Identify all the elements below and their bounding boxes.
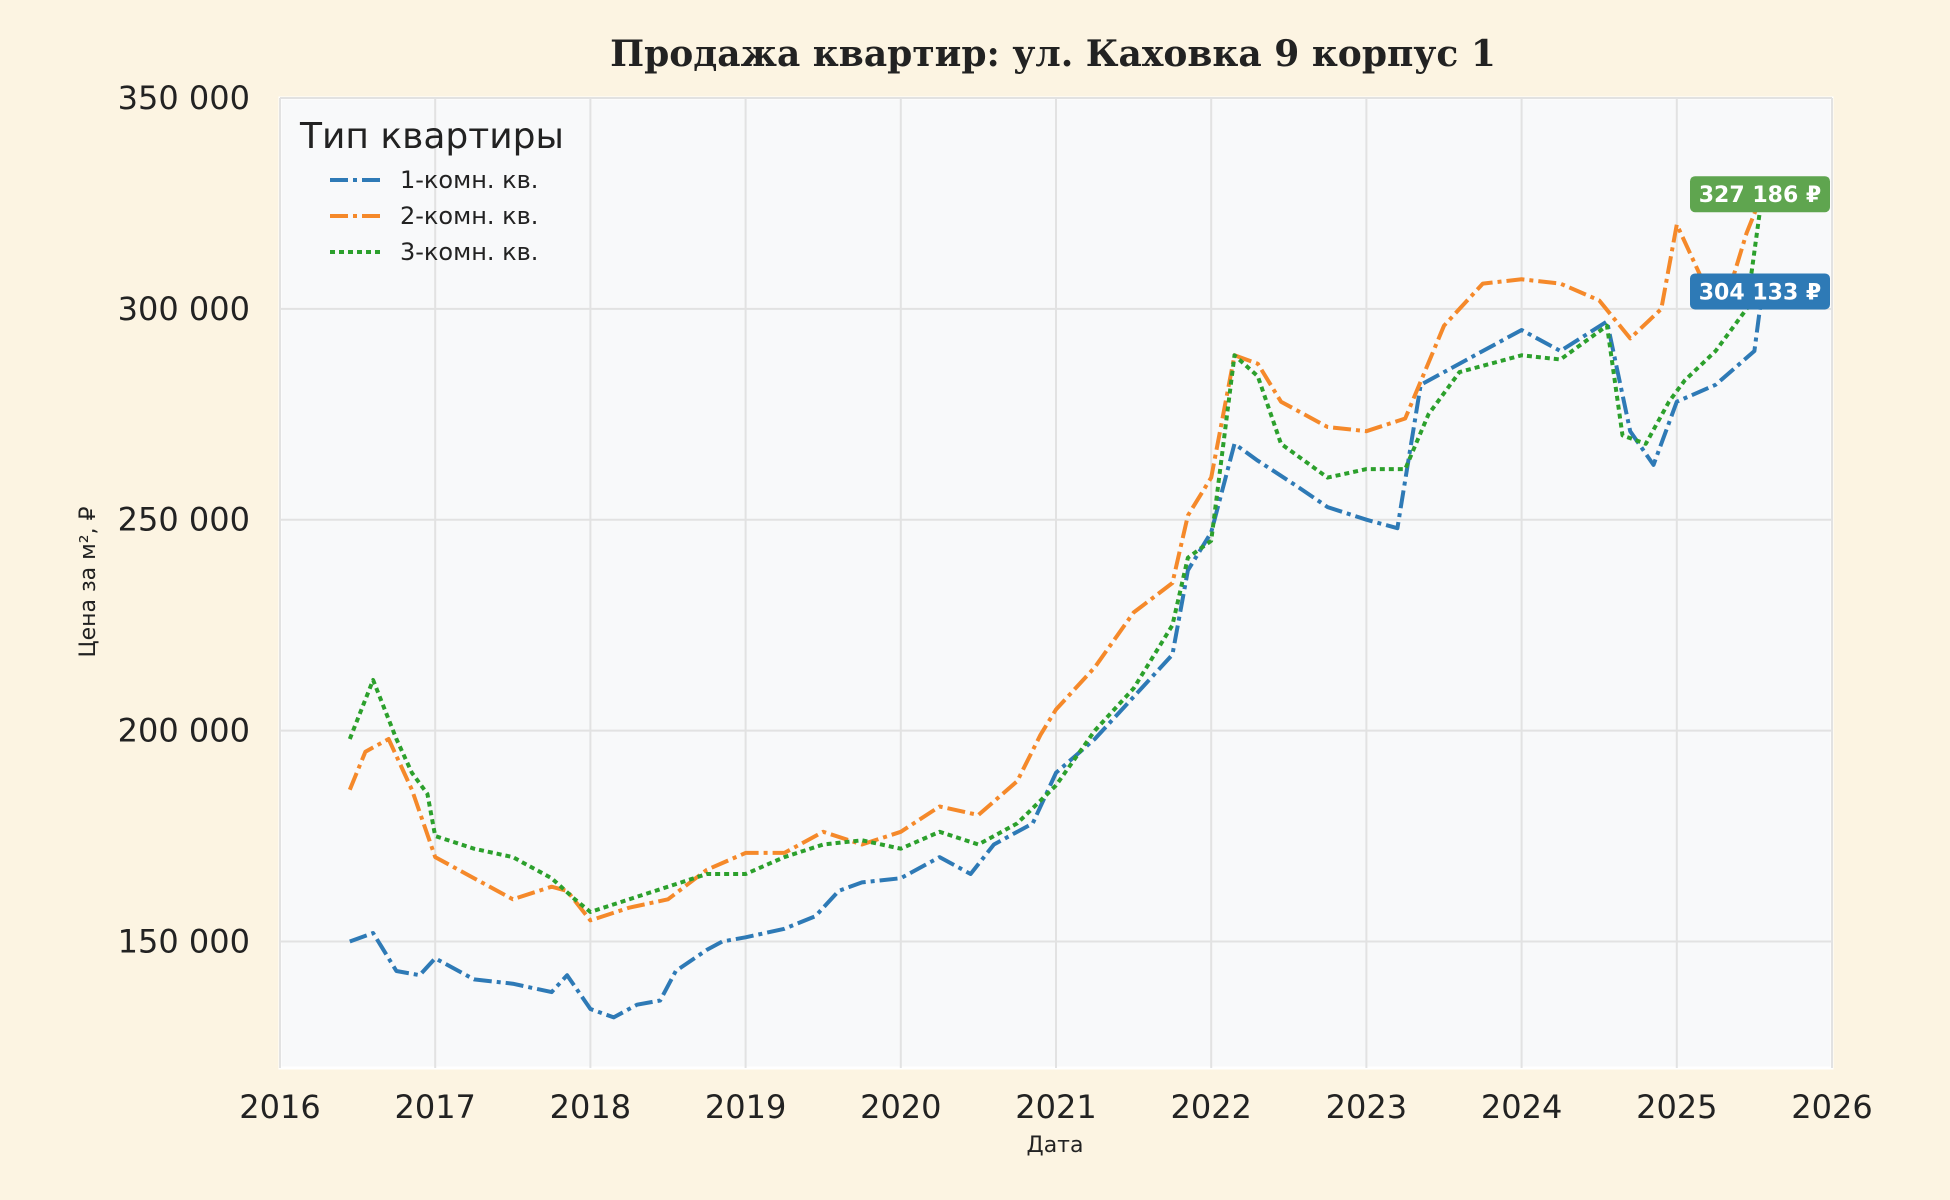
- x-tick-label: 2023: [1326, 1088, 1407, 1126]
- x-tick-label: 2026: [1791, 1088, 1872, 1126]
- chart-title: Продажа квартир: ул. Каховка 9 корпус 1: [610, 33, 1496, 75]
- value-badge-label: 327 186 ₽: [1699, 183, 1821, 208]
- x-tick-label: 2018: [550, 1088, 631, 1126]
- value-badge-label: 304 133 ₽: [1699, 280, 1821, 305]
- value-badge: [1690, 273, 1830, 310]
- y-tick-label: 350 000: [118, 79, 250, 117]
- badge-layer: 327 186 ₽ 304 133 ₽: [1690, 176, 1830, 310]
- x-tick-label: 2020: [860, 1088, 941, 1126]
- x-tick-label: 2025: [1636, 1088, 1717, 1126]
- x-tick-label: 2021: [1015, 1088, 1096, 1126]
- x-tick-label: 2022: [1170, 1088, 1251, 1126]
- legend-items: 1-комн. кв. 2-комн. кв. 3-комн. кв.: [330, 166, 538, 266]
- y-tick-label: 200 000: [118, 712, 250, 750]
- y-tick-label: 250 000: [118, 501, 250, 539]
- grid-layer: [279, 97, 1833, 1068]
- x-tick-label: 2017: [394, 1088, 475, 1126]
- series-line-1: [349, 291, 1765, 1020]
- legend-title: Тип квартиры: [299, 116, 564, 157]
- legend-label: 1-комн. кв.: [400, 166, 538, 194]
- tick-layer: 2016 2017 2018 2019 2020 2021 2022 2023 2024 2025…: [118, 79, 1873, 1126]
- value-badge: [1690, 176, 1830, 213]
- y-tick-label: 150 000: [118, 922, 250, 960]
- x-tick-label: 2024: [1481, 1088, 1562, 1126]
- series-line-2: [347, 193, 1765, 923]
- series-layer: [347, 193, 1765, 1020]
- legend-label: 3-комн. кв.: [400, 238, 538, 266]
- x-axis-label: Дата: [1027, 1133, 1084, 1158]
- legend: Тип квартиры 1-комн. кв. 2-комн. кв. 3-ком…: [299, 116, 564, 266]
- legend-label: 2-комн. кв.: [400, 202, 538, 230]
- series-line-3: [347, 193, 1765, 914]
- x-tick-label: 2019: [705, 1088, 786, 1126]
- x-tick-label: 2016: [239, 1088, 320, 1126]
- y-axis-label: Цена за м², ₽: [76, 506, 101, 657]
- y-tick-label: 300 000: [118, 290, 250, 328]
